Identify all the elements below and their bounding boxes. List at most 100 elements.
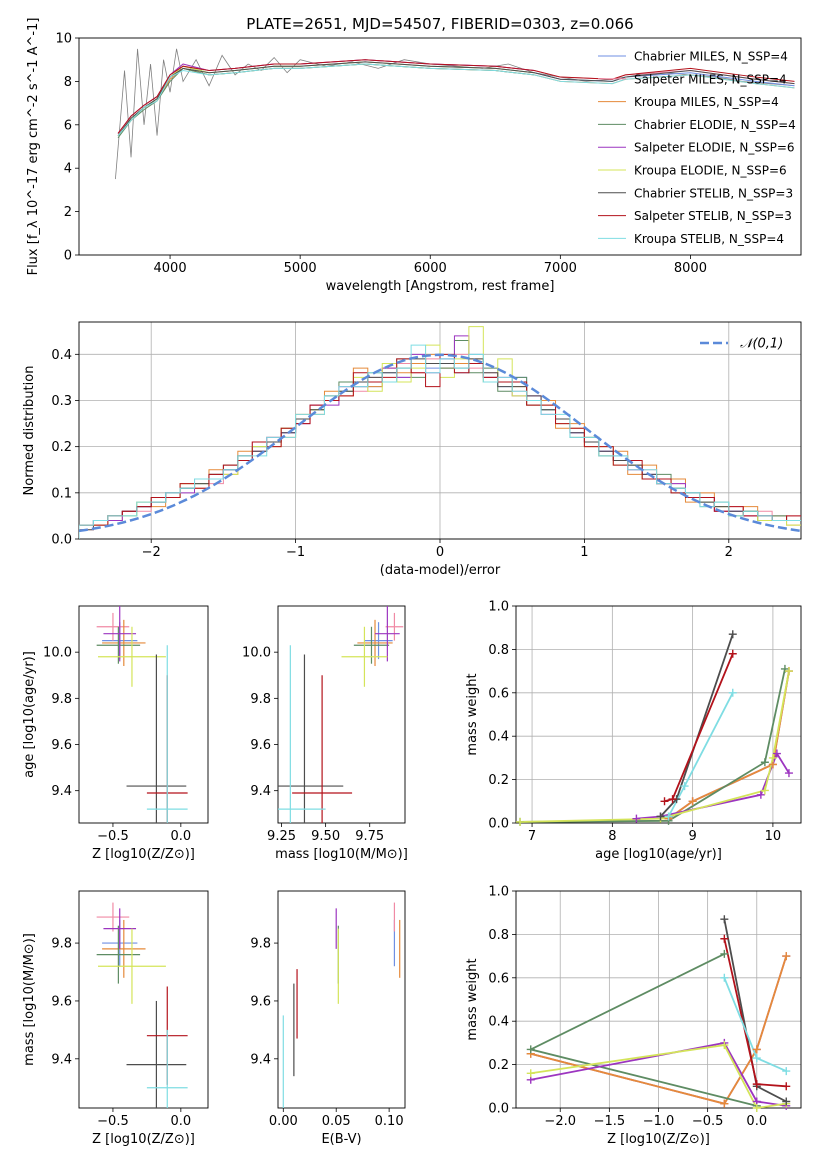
y-tick-label: 4 <box>64 162 72 177</box>
y-tick-label: 10.0 <box>242 646 271 661</box>
plot-area <box>79 326 801 539</box>
chart-mass-vs-EBV: 0.00 0.05 0.10 9.4 9.6 9.8 E(B-V) <box>250 890 406 1147</box>
normal-curve <box>79 353 801 533</box>
legend-entry: 𝒩(0,1) <box>740 337 783 352</box>
weight-marker <box>768 753 777 762</box>
y-axis-label: Normed distribution <box>22 366 37 496</box>
y-axis-label: mass weight <box>465 673 480 755</box>
x-axis-label: Z [log10(Z/Z⊙)] <box>92 847 195 862</box>
x-tick-label: −1.5 <box>594 1114 626 1129</box>
weight-marker <box>656 812 665 821</box>
legend-entry: Salpeter MILES, N_SSP=4 <box>634 72 787 86</box>
x-tick-label: 0.0 <box>170 1114 191 1129</box>
weight-marker <box>688 797 697 806</box>
legend-entry: Salpeter STELIB, N_SSP=3 <box>634 209 792 223</box>
y-tick-label: 9.8 <box>250 937 271 952</box>
x-axis-label: Z [log10(Z/Z⊙)] <box>92 1132 195 1147</box>
weight-marker <box>720 973 729 982</box>
y-tick-label: 0.0 <box>488 1102 509 1117</box>
y-tick-label: 0.1 <box>51 486 72 501</box>
x-tick-label: 1 <box>580 545 588 560</box>
axes-frame <box>515 605 802 824</box>
weight-line <box>668 670 790 820</box>
legend: 𝒩(0,1) <box>700 337 783 352</box>
chart-mass-weight-vs-Z: −2.0 −1.5 −1.0 −0.5 0.0 0.0 0.2 0.4 0.6 0.8 1.0 Z [… <box>465 885 802 1147</box>
y-tick-label: 9.8 <box>51 937 72 952</box>
x-tick-label: 5000 <box>284 261 317 276</box>
axes-frame <box>277 890 406 1109</box>
plot-area <box>278 606 404 823</box>
weight-marker <box>760 786 769 795</box>
weight-line <box>520 668 786 823</box>
chart-mass-vs-Z: −0.5 0.0 9.4 9.6 9.8 Z [log10(Z/Z⊙)] mass [log… <box>22 890 209 1147</box>
y-tick-label: 0.6 <box>488 971 509 986</box>
x-axis-label: Z [log10(Z/Z⊙)] <box>607 1132 710 1147</box>
weight-marker <box>784 667 793 676</box>
weight-line <box>530 1041 787 1107</box>
weight-marker <box>760 758 769 767</box>
x-tick-label: 10 <box>765 829 782 844</box>
histogram-step <box>79 344 801 539</box>
chart-age-vs-mass: 9.25 9.50 9.75 9.4 9.6 9.8 10.0 mass [log10(M/M… <box>242 605 408 862</box>
x-axis-label: wavelength [Angstrom, rest frame] <box>326 279 555 294</box>
legend-entry: Chabrier MILES, N_SSP=4 <box>634 50 788 64</box>
x-tick-label: 0.05 <box>322 1114 351 1129</box>
weight-marker <box>526 1069 535 1078</box>
weight-marker <box>752 1080 761 1089</box>
y-tick-label: 9.4 <box>51 784 72 799</box>
x-tick-label: −2 <box>142 545 161 560</box>
weight-marker <box>782 952 791 961</box>
weight-marker <box>516 817 525 826</box>
y-tick-label: 9.4 <box>51 1052 72 1067</box>
axes-frame <box>78 605 209 824</box>
weight-marker <box>780 664 789 673</box>
weight-marker <box>772 749 781 758</box>
x-tick-label: 9.75 <box>355 829 384 844</box>
y-tick-label: 0 <box>64 249 72 264</box>
y-tick-label: 8 <box>64 75 72 90</box>
x-tick-label: 8 <box>608 829 616 844</box>
y-tick-label: 6 <box>64 118 72 133</box>
plot-area <box>96 902 188 1108</box>
y-tick-label: 9.6 <box>250 738 271 753</box>
model-line <box>117 61 535 136</box>
y-tick-label: 0.3 <box>51 394 72 409</box>
x-tick-label: 8000 <box>674 261 707 276</box>
x-axis-label: age [log10(age/yr)] <box>595 847 722 862</box>
x-axis-label: (data-model)/error <box>380 563 501 578</box>
x-axis-label: mass [log10(M/M⊙)] <box>275 847 408 862</box>
weight-marker <box>782 1082 791 1091</box>
y-tick-label: 9.6 <box>51 738 72 753</box>
weight-line <box>668 670 790 820</box>
weight-line <box>668 670 790 820</box>
model-line <box>117 63 795 136</box>
x-tick-label: −0.5 <box>692 1114 724 1129</box>
chart-mass-weight-vs-age: 7 8 9 10 0.0 0.2 0.4 0.6 0.8 1.0 age [log10(age/yr… <box>465 600 802 862</box>
weight-marker <box>660 797 669 806</box>
x-tick-label: 9 <box>688 829 696 844</box>
legend-entry: Chabrier STELIB, N_SSP=3 <box>634 186 793 200</box>
legend: Chabrier MILES, N_SSP=4 Salpeter MILES, N… <box>598 50 796 246</box>
y-tick-label: 9.4 <box>250 1052 271 1067</box>
y-tick-label: 0.0 <box>488 817 509 832</box>
y-tick-label: 10.0 <box>43 646 72 661</box>
legend-entry: Salpeter ELODIE, N_SSP=6 <box>634 141 795 155</box>
x-tick-label: 6000 <box>414 261 447 276</box>
axes-frame <box>277 605 406 824</box>
x-tick-label: 0.0 <box>170 829 191 844</box>
axes-frame <box>78 37 802 256</box>
weight-marker <box>782 1067 791 1076</box>
weight-marker <box>782 1097 791 1106</box>
weight-marker <box>752 1054 761 1063</box>
model-line <box>117 63 535 139</box>
weight-marker <box>720 1041 729 1050</box>
y-tick-label: 0.8 <box>488 928 509 943</box>
y-tick-label: 9.8 <box>51 692 72 707</box>
y-tick-label: 10 <box>55 32 72 47</box>
x-tick-label: −0.5 <box>97 829 129 844</box>
y-tick-label: 0.2 <box>51 440 72 455</box>
axes-frame <box>78 321 802 540</box>
plot-area <box>519 633 790 823</box>
